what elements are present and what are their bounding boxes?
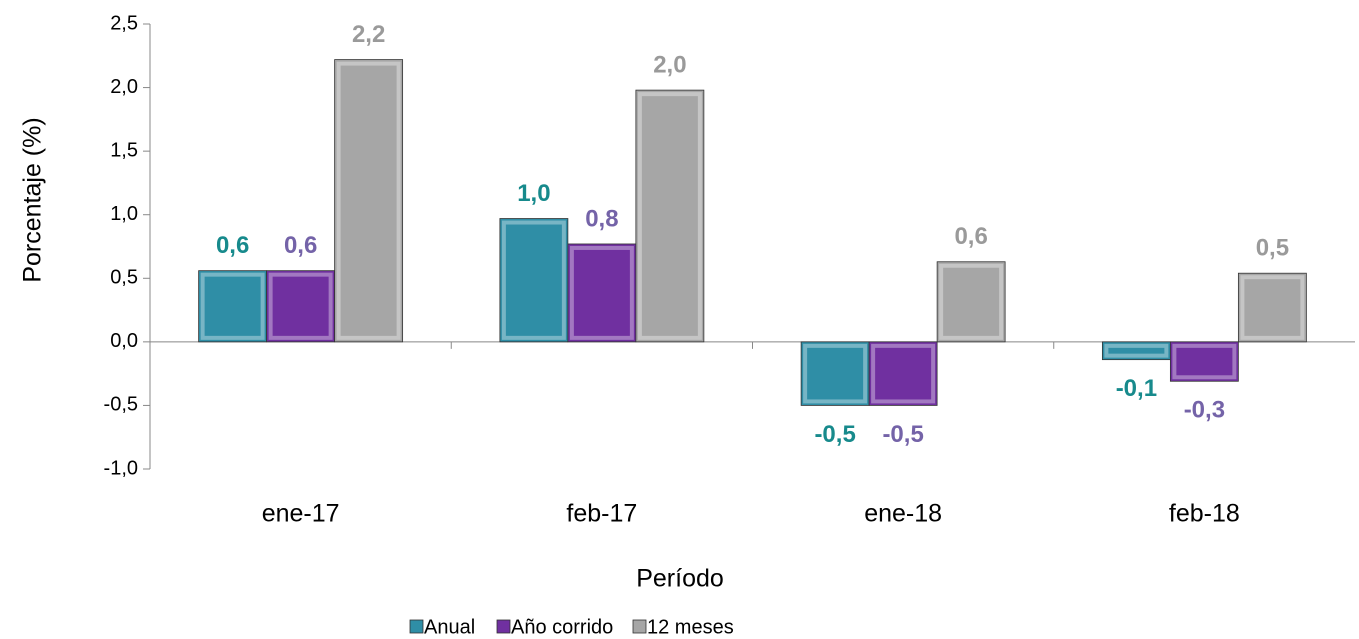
- bar: [567, 243, 637, 343]
- legend-swatch: [632, 619, 647, 634]
- value-label: -0,3: [1184, 397, 1225, 424]
- value-label: 0,6: [216, 232, 249, 259]
- bar: [198, 270, 268, 343]
- bar: [266, 270, 336, 343]
- value-label: -0,5: [814, 421, 855, 448]
- value-label: -0,1: [1116, 375, 1157, 402]
- bar: [1169, 341, 1239, 382]
- y-tick-label: 2,0: [110, 76, 138, 98]
- bar: [499, 218, 569, 343]
- legend-label: Año corrido: [511, 616, 613, 638]
- x-axis-title: Período: [636, 565, 724, 593]
- bar-bevel: [803, 343, 868, 404]
- bar-bevel: [268, 272, 333, 340]
- bar-bevel: [871, 343, 936, 404]
- bar: [635, 89, 705, 343]
- y-tick-label: 0,0: [110, 330, 138, 352]
- bar-bevel: [501, 220, 566, 340]
- y-tick-label: 0,5: [110, 267, 138, 289]
- y-tick-label: 2,5: [110, 12, 138, 34]
- y-axis-title: Porcentaje (%): [19, 117, 47, 282]
- value-label: 0,6: [954, 223, 987, 250]
- bar-bevel: [1104, 343, 1169, 358]
- legend-label: Anual: [424, 616, 475, 638]
- legend-swatch: [496, 619, 511, 634]
- value-label: 2,0: [653, 51, 686, 78]
- y-tick-label: 1,5: [110, 139, 138, 161]
- legend-swatch: [409, 619, 424, 634]
- x-tick-label: ene-18: [864, 500, 942, 528]
- bar-bevel: [336, 61, 401, 340]
- x-tick-label: feb-18: [1169, 500, 1240, 528]
- value-label: 0,6: [284, 232, 317, 259]
- x-tick-label: feb-17: [566, 500, 637, 528]
- y-tick-label: -0,5: [104, 394, 138, 416]
- value-label: 0,8: [585, 205, 618, 232]
- value-label: 1,0: [517, 180, 550, 207]
- bar: [868, 341, 938, 406]
- value-label: -0,5: [882, 421, 923, 448]
- x-tick-label: ene-17: [262, 500, 340, 528]
- bar-bevel: [200, 272, 265, 340]
- bar: [334, 59, 404, 343]
- legend-label: 12 meses: [647, 616, 734, 638]
- bar-bevel: [637, 92, 702, 340]
- value-label: 2,2: [352, 21, 385, 48]
- bar-bevel: [1172, 343, 1237, 380]
- bar: [1237, 272, 1307, 343]
- bar-bevel: [1240, 275, 1305, 340]
- bar: [800, 341, 870, 406]
- bar: [936, 261, 1006, 343]
- value-label: 0,5: [1256, 235, 1289, 262]
- bar-bevel: [939, 263, 1004, 340]
- bar-bevel: [569, 245, 634, 340]
- y-tick-label: -1,0: [104, 457, 138, 479]
- y-tick-label: 1,0: [110, 203, 138, 225]
